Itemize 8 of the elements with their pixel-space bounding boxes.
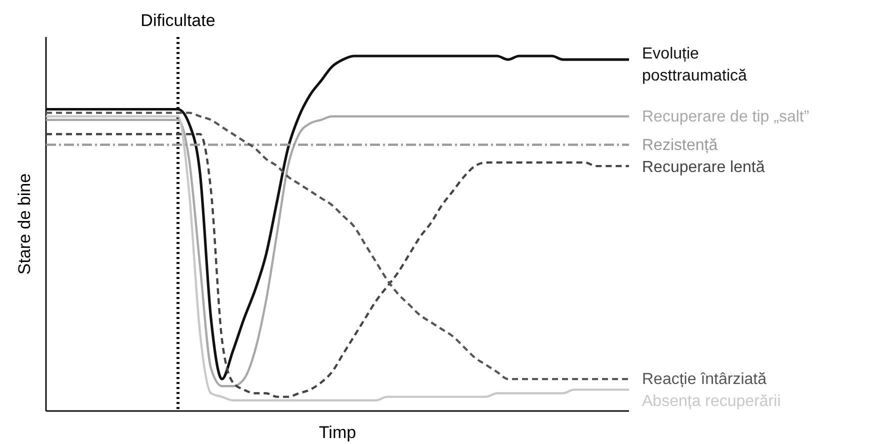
series-label: Evoluție posttraumatică [642, 46, 748, 85]
series-label: Rezistență [642, 136, 718, 154]
x-axis-title: Timp [318, 423, 356, 442]
text: Dificultate [140, 11, 216, 30]
series-label: Reacție întârziată [642, 371, 767, 388]
y-axis-title: Stare de bine [15, 173, 34, 275]
series-label: Recuperare de tip „salt” [642, 108, 810, 126]
series-label: Recuperare lentă [642, 158, 765, 176]
